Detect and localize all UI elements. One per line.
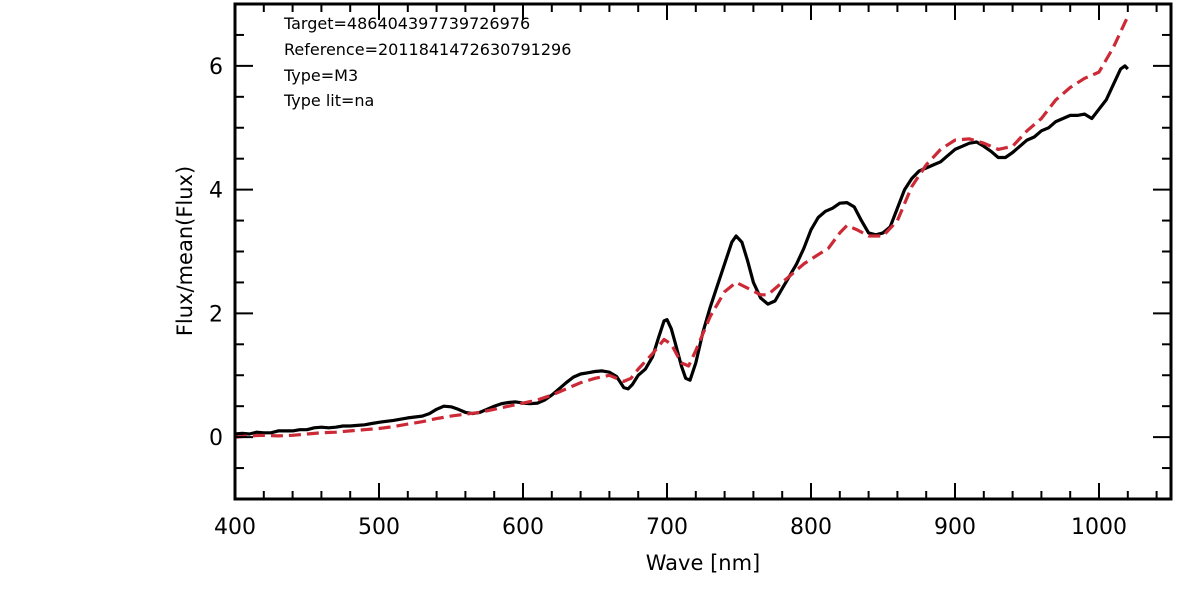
annotation-type: Type=M3 [283, 66, 358, 85]
x-tick-label: 1000 [1071, 515, 1127, 540]
annotation-type-lit: Type lit=na [283, 91, 374, 110]
y-tick-label: 4 [209, 179, 223, 204]
x-tick-label: 800 [790, 515, 832, 540]
annotations-block: Target=486404397739726976 Reference=2011… [283, 14, 571, 110]
plot-frame [233, 2, 1173, 501]
x-axis-label: Wave [nm] [646, 551, 760, 575]
x-tick-label: 600 [502, 515, 544, 540]
tick-labels-layer: 400 500 600 700 800 900 1000 0 2 4 6 [209, 55, 1127, 540]
series-line-2 [234, 15, 1130, 439]
annotation-reference: Reference=2011841472630791296 [284, 40, 571, 59]
y-tick-label: 2 [209, 302, 223, 327]
series-line-1 [234, 64, 1129, 436]
x-tick-label: 500 [358, 515, 400, 540]
annotation-target: Target=486404397739726976 [283, 14, 530, 33]
series-layer [234, 15, 1130, 439]
y-tick-label: 6 [209, 55, 223, 80]
ticks-layer [234, 3, 1171, 500]
y-axis-label: Flux/mean(Flux) [173, 166, 197, 336]
x-tick-label: 900 [934, 515, 976, 540]
x-tick-label: 400 [214, 515, 256, 540]
x-tick-label: 700 [646, 515, 688, 540]
y-tick-label: 0 [209, 426, 223, 451]
